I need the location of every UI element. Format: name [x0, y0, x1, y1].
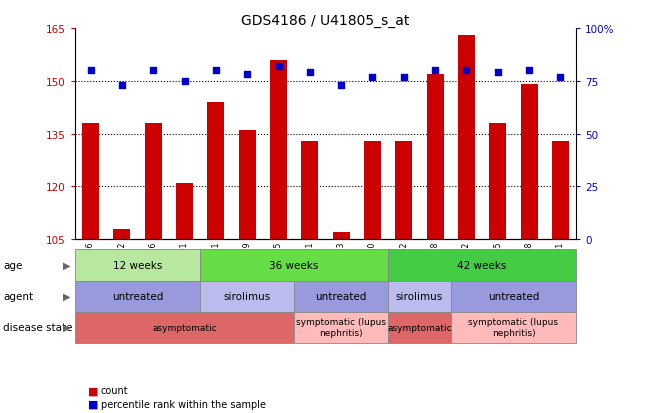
Text: untreated: untreated [316, 291, 367, 301]
Point [430, 68, 440, 74]
Point [367, 74, 378, 81]
Text: symptomatic (lupus
nephritis): symptomatic (lupus nephritis) [296, 318, 386, 337]
Point [242, 72, 253, 78]
Point [524, 68, 534, 74]
Text: symptomatic (lupus
nephritis): symptomatic (lupus nephritis) [469, 318, 559, 337]
Text: asymptomatic: asymptomatic [152, 323, 217, 332]
Text: untreated: untreated [112, 291, 163, 301]
Text: untreated: untreated [488, 291, 539, 301]
Point [117, 83, 127, 89]
Bar [521, 85, 538, 240]
Bar [207, 103, 225, 240]
Point [211, 68, 221, 74]
Bar [145, 124, 162, 240]
Text: sirolimus: sirolimus [396, 291, 443, 301]
Point [493, 70, 503, 76]
Bar [395, 141, 413, 240]
Text: ■: ■ [88, 385, 98, 395]
Bar [238, 131, 256, 240]
Bar [458, 36, 475, 240]
Bar [82, 124, 99, 240]
Text: 42 weeks: 42 weeks [458, 260, 507, 271]
Bar [113, 229, 130, 240]
Text: GDS4186 / U41805_s_at: GDS4186 / U41805_s_at [242, 14, 409, 28]
Bar [426, 75, 444, 240]
Point [85, 68, 96, 74]
Bar [333, 233, 350, 240]
Point [305, 70, 315, 76]
Text: sirolimus: sirolimus [223, 291, 271, 301]
Text: ▶: ▶ [62, 291, 70, 301]
Point [462, 68, 472, 74]
Point [273, 64, 284, 70]
Text: disease state: disease state [3, 322, 73, 332]
Bar [270, 61, 287, 240]
Point [336, 83, 346, 89]
Text: ▶: ▶ [62, 322, 70, 332]
Point [148, 68, 158, 74]
Text: agent: agent [3, 291, 33, 301]
Text: 12 weeks: 12 weeks [113, 260, 162, 271]
Bar [364, 141, 381, 240]
Bar [176, 183, 193, 240]
Text: count: count [101, 385, 128, 395]
Text: 36 weeks: 36 weeks [270, 260, 319, 271]
Bar [552, 141, 569, 240]
Text: ■: ■ [88, 399, 98, 409]
Bar [301, 141, 318, 240]
Text: percentile rank within the sample: percentile rank within the sample [101, 399, 266, 409]
Point [179, 78, 189, 85]
Text: asymptomatic: asymptomatic [387, 323, 452, 332]
Text: ▶: ▶ [62, 260, 70, 271]
Point [398, 74, 409, 81]
Bar [489, 124, 506, 240]
Text: age: age [3, 260, 23, 271]
Point [555, 74, 566, 81]
